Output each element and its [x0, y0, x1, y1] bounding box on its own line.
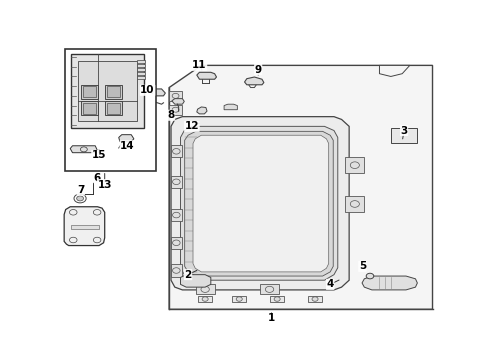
Polygon shape	[379, 66, 409, 76]
Text: 9: 9	[254, 64, 261, 75]
Polygon shape	[345, 157, 364, 174]
Text: 1: 1	[267, 313, 275, 323]
Polygon shape	[345, 196, 364, 212]
Polygon shape	[196, 72, 216, 79]
Bar	[137, 72, 145, 75]
Text: 5: 5	[358, 261, 366, 271]
Bar	[65, 49, 156, 171]
Polygon shape	[171, 145, 182, 157]
Bar	[82, 86, 96, 97]
Text: 11: 11	[192, 60, 206, 70]
Text: 8: 8	[167, 110, 174, 120]
Bar	[137, 76, 145, 79]
Polygon shape	[169, 105, 182, 115]
Polygon shape	[64, 207, 104, 246]
Polygon shape	[119, 135, 134, 141]
Polygon shape	[171, 237, 182, 249]
Bar	[104, 85, 122, 99]
Circle shape	[366, 273, 373, 279]
Bar	[390, 128, 416, 143]
Bar	[137, 60, 145, 63]
Polygon shape	[171, 209, 182, 221]
Polygon shape	[260, 284, 279, 294]
Text: 3: 3	[400, 126, 407, 135]
Bar	[70, 225, 99, 229]
Polygon shape	[70, 146, 97, 153]
Polygon shape	[184, 131, 332, 276]
Polygon shape	[169, 91, 182, 101]
Circle shape	[77, 196, 83, 201]
Text: 14: 14	[120, 141, 135, 151]
Bar	[70, 54, 144, 128]
Polygon shape	[196, 107, 206, 114]
Circle shape	[236, 297, 242, 301]
Text: 15: 15	[92, 150, 106, 161]
Polygon shape	[232, 296, 245, 302]
Polygon shape	[171, 117, 348, 290]
Polygon shape	[149, 89, 165, 96]
Bar	[82, 103, 96, 114]
Polygon shape	[193, 135, 328, 272]
Polygon shape	[270, 296, 284, 302]
Bar	[78, 61, 137, 121]
Polygon shape	[171, 99, 184, 104]
Polygon shape	[195, 284, 214, 294]
Circle shape	[274, 297, 280, 301]
Polygon shape	[307, 296, 321, 302]
Polygon shape	[198, 296, 211, 302]
Polygon shape	[244, 77, 264, 85]
Bar	[106, 86, 120, 97]
Circle shape	[193, 279, 198, 283]
Polygon shape	[180, 275, 210, 287]
Polygon shape	[169, 66, 432, 309]
Bar	[137, 64, 145, 67]
Text: 10: 10	[140, 85, 155, 95]
Polygon shape	[224, 104, 237, 110]
Text: 12: 12	[184, 121, 199, 131]
Polygon shape	[171, 176, 182, 188]
Circle shape	[202, 297, 208, 301]
Text: 13: 13	[97, 180, 112, 190]
Bar	[81, 85, 98, 99]
Bar	[137, 68, 145, 71]
Text: 6: 6	[93, 173, 101, 183]
Bar	[106, 103, 120, 114]
Bar	[81, 102, 98, 115]
Bar	[104, 102, 122, 115]
Circle shape	[311, 297, 317, 301]
Text: 7: 7	[77, 185, 84, 195]
Polygon shape	[180, 126, 337, 280]
Text: 2: 2	[184, 270, 191, 280]
Text: 4: 4	[326, 279, 333, 289]
Polygon shape	[171, 264, 182, 276]
Polygon shape	[361, 276, 416, 290]
